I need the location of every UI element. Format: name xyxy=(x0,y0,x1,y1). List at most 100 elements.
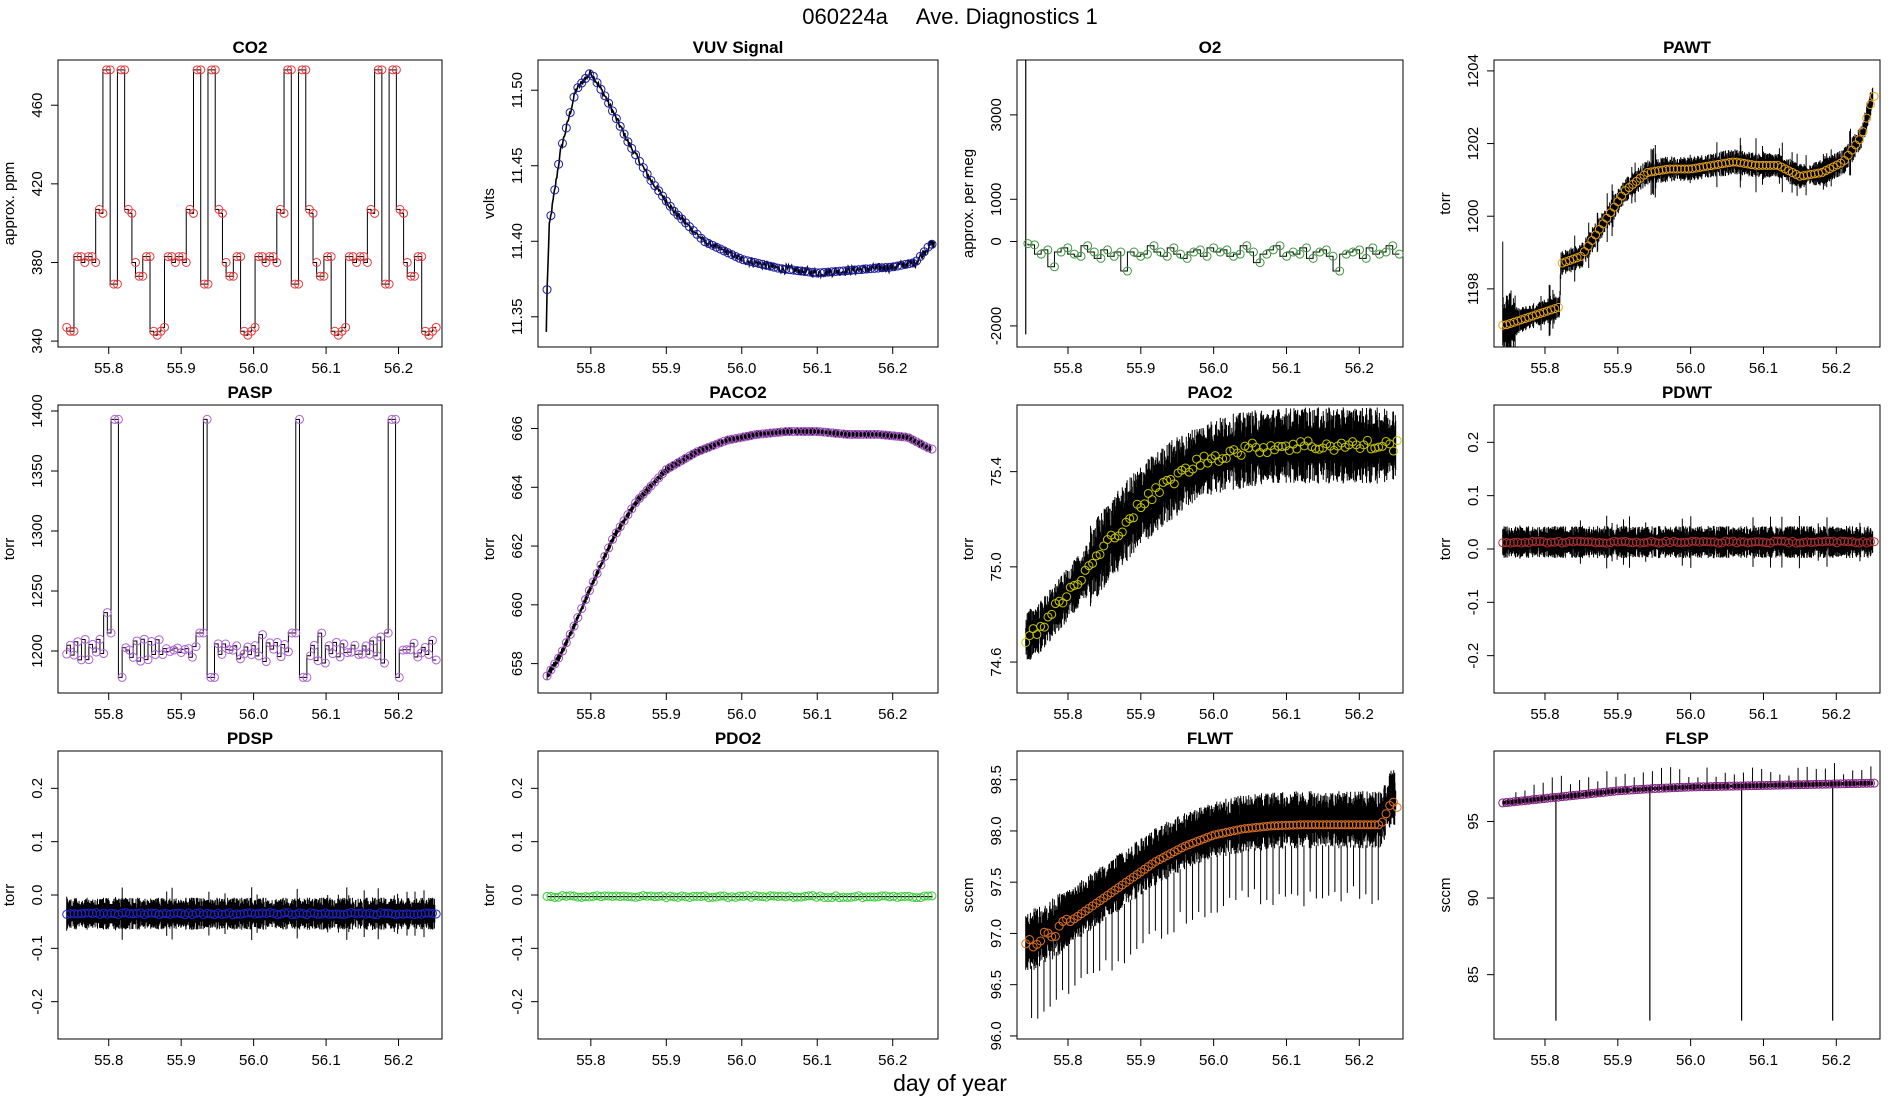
data-point xyxy=(134,271,144,281)
data-point xyxy=(376,908,386,918)
data-point xyxy=(1769,536,1779,546)
data-point xyxy=(1162,251,1172,261)
data-point xyxy=(1189,247,1199,257)
chart-title: PAO2 xyxy=(1187,383,1232,402)
data-point xyxy=(1665,783,1675,793)
y-tick-label: 0.1 xyxy=(509,831,526,852)
data-point xyxy=(1802,537,1812,547)
data-point xyxy=(1116,247,1126,257)
data-point xyxy=(1284,820,1294,830)
data-point xyxy=(1095,549,1105,559)
data-point xyxy=(1047,932,1057,942)
data-point xyxy=(294,414,304,424)
y-tick-label: 97.5 xyxy=(988,868,1005,897)
x-tick-label: 55.9 xyxy=(1126,1052,1155,1069)
x-tick-label: 56.2 xyxy=(1345,1052,1374,1069)
data-point xyxy=(1359,820,1369,830)
data-point xyxy=(402,257,412,267)
data-point xyxy=(573,613,583,623)
data-point xyxy=(1273,821,1283,831)
data-point xyxy=(1572,253,1582,263)
data-point xyxy=(1862,113,1872,123)
data-point xyxy=(550,185,560,195)
data-point xyxy=(554,159,564,169)
data-point xyxy=(276,652,286,662)
data-point xyxy=(150,650,160,660)
x-tick-label: 55.9 xyxy=(652,1052,681,1069)
y-tick-label: 98.0 xyxy=(988,816,1005,845)
x-tick-label: 55.8 xyxy=(94,706,123,723)
data-point xyxy=(65,326,75,336)
x-tick-label: 55.9 xyxy=(1126,706,1155,723)
data-point xyxy=(1069,249,1079,259)
data-point xyxy=(1501,538,1511,548)
y-tick-label: 1350 xyxy=(29,454,46,487)
data-point xyxy=(1288,820,1298,830)
data-point xyxy=(1706,782,1716,792)
data-point xyxy=(600,91,610,101)
data-point xyxy=(627,143,637,153)
data-point xyxy=(1761,160,1771,170)
data-point xyxy=(368,636,378,646)
data-point xyxy=(1747,537,1757,547)
data-point xyxy=(1049,262,1059,272)
data-point xyxy=(379,908,389,918)
x-tick-label: 56.2 xyxy=(878,1052,907,1069)
data-point xyxy=(1810,537,1820,547)
data-point xyxy=(1765,160,1775,170)
y-axis-label: torr xyxy=(481,884,498,907)
y-tick-label: 74.6 xyxy=(988,647,1005,676)
data-point xyxy=(84,908,94,918)
data-point xyxy=(163,252,173,262)
y-tick-label: 664 xyxy=(509,475,526,500)
data-point xyxy=(1747,781,1757,791)
data-point xyxy=(1314,444,1324,454)
data-point xyxy=(1355,245,1365,255)
data-point xyxy=(1325,820,1335,830)
x-tick-label: 55.8 xyxy=(94,1052,123,1069)
data-point xyxy=(1162,475,1172,485)
data-point xyxy=(198,628,208,638)
data-point xyxy=(1617,537,1627,547)
data-point xyxy=(1024,935,1034,945)
data-point xyxy=(76,655,86,665)
data-point xyxy=(379,658,389,668)
data-point xyxy=(1062,592,1072,602)
data-point xyxy=(1509,538,1519,548)
data-point xyxy=(923,891,933,901)
x-tick-label: 55.8 xyxy=(1053,360,1082,377)
data-point xyxy=(1202,251,1212,261)
data-point xyxy=(1680,164,1690,174)
data-point xyxy=(154,910,164,920)
x-tick-label: 55.8 xyxy=(1530,1052,1559,1069)
data-point xyxy=(1654,783,1664,793)
data-point xyxy=(1724,158,1734,168)
data-point xyxy=(280,639,290,649)
data-point xyxy=(199,279,209,289)
x-tick-label: 56.0 xyxy=(1676,360,1705,377)
data-point xyxy=(592,568,602,578)
plot-frame xyxy=(57,750,443,1040)
x-tick-label: 56.1 xyxy=(311,360,340,377)
raw-signal-band xyxy=(546,427,931,680)
data-point xyxy=(1839,536,1849,546)
data-point xyxy=(1750,160,1760,170)
data-point xyxy=(424,650,434,660)
data-point xyxy=(228,271,238,281)
y-tick-label: 98.5 xyxy=(988,765,1005,794)
data-point xyxy=(161,909,171,919)
data-point xyxy=(1858,127,1868,137)
data-point xyxy=(1591,538,1601,548)
data-point xyxy=(1240,824,1250,834)
data-point xyxy=(202,414,212,424)
data-point xyxy=(232,909,242,919)
data-point xyxy=(1553,792,1563,802)
data-point xyxy=(1813,537,1823,547)
chart-panel-pdwt: PDWT 55.8 55.9 56.0 56.1 56.2 -0.2 -0.1 0.0 0.1 0.… xyxy=(1437,383,1881,723)
data-point xyxy=(1806,537,1816,547)
data-point xyxy=(1142,249,1152,259)
data-point xyxy=(1646,784,1656,794)
data-point xyxy=(1851,779,1861,789)
data-point xyxy=(431,655,441,665)
data-point xyxy=(1147,495,1157,505)
